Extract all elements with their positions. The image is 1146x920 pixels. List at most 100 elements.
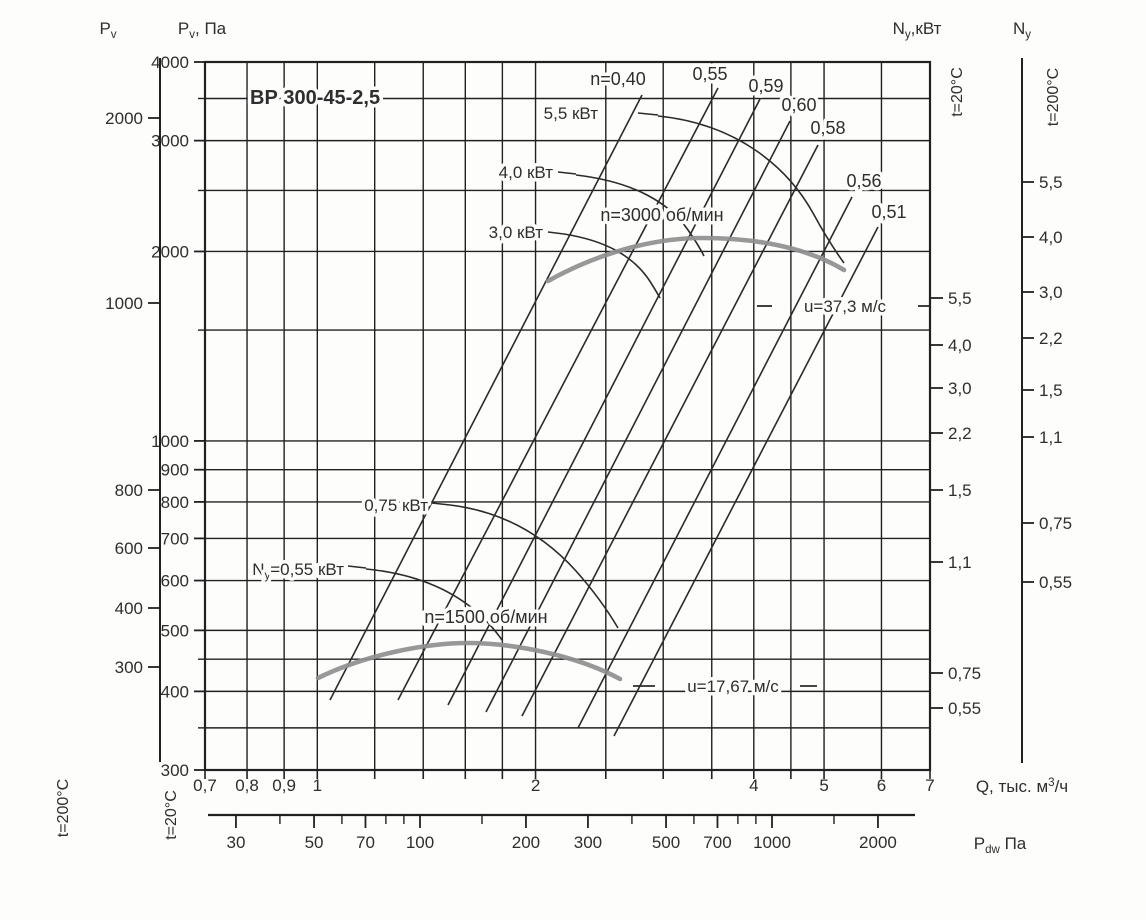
pv-tick-label: 900 bbox=[161, 461, 189, 480]
ny20-axis-title: Ny​,кВт bbox=[893, 19, 942, 41]
pdw-tick-label: 300 bbox=[574, 833, 602, 852]
power-curve bbox=[449, 504, 619, 629]
pv-tick-label: 3000 bbox=[151, 132, 189, 151]
ny200-tick-label: 4,0 bbox=[1039, 228, 1063, 247]
power-curve bbox=[563, 233, 661, 299]
pv-tick-label: 2000 bbox=[151, 242, 189, 261]
power-curve bbox=[657, 115, 845, 264]
temp-label-200c-top: t=200°C bbox=[1045, 68, 1062, 126]
efficiency-label: 0,51 bbox=[871, 202, 906, 222]
pv200-tick-label: 400 bbox=[115, 599, 143, 618]
ny200-tick-label: 1,5 bbox=[1039, 381, 1063, 400]
pv-tick-label: 700 bbox=[161, 529, 189, 548]
plot-border bbox=[203, 60, 932, 772]
efficiency-line bbox=[613, 226, 879, 737]
ny200-axis-title: Ny​ bbox=[1013, 19, 1031, 41]
power-label: 4,0 кВт bbox=[499, 163, 554, 182]
efficiency-line bbox=[397, 87, 719, 701]
chart-title: ВР 300-45-2,5 bbox=[250, 87, 380, 109]
pv-tick-label: 800 bbox=[161, 493, 189, 512]
q-tick-label: 7 bbox=[925, 776, 934, 795]
efficiency-line bbox=[447, 98, 761, 706]
temp-label-20c-top: t=20°C bbox=[949, 67, 966, 117]
power-curve bbox=[365, 568, 503, 641]
u-label: u=17,67 м/с bbox=[687, 677, 779, 696]
fan-curve-label: n=3000 об/мин bbox=[600, 205, 723, 225]
pv200-tick-label: 300 bbox=[115, 658, 143, 677]
temp-label-200c-bottom: t=200°C bbox=[55, 779, 72, 837]
pv-tick-label: 300 bbox=[161, 761, 189, 780]
power-curve-leader bbox=[557, 171, 577, 175]
efficiency-label: 0,55 bbox=[692, 64, 727, 84]
q-axis-title: Q, тыс. м3​/ч bbox=[976, 777, 1068, 796]
pv200-tick-label: 1000 bbox=[105, 294, 143, 313]
pv200-axis-title: Pv​ bbox=[99, 19, 116, 41]
pdw-tick-label: 200 bbox=[512, 833, 540, 852]
efficiency-label: 0,58 bbox=[810, 118, 845, 138]
pv-tick-label: 600 bbox=[161, 572, 189, 591]
power-curve-leader bbox=[637, 112, 659, 116]
pv-tick-label: 400 bbox=[161, 682, 189, 701]
efficiency-line bbox=[329, 94, 643, 701]
ny20-tick-label: 5,5 bbox=[948, 289, 972, 308]
power-label: 0,75 кВт bbox=[364, 496, 428, 515]
power-curve-leader bbox=[431, 502, 451, 506]
power-curve-leader bbox=[547, 231, 565, 235]
ny20-tick-label: 0,75 bbox=[948, 664, 981, 683]
ny200-tick-label: 2,2 bbox=[1039, 329, 1063, 348]
ny20-tick-label: 1,1 bbox=[948, 553, 972, 572]
pv-tick-label: 500 bbox=[161, 621, 189, 640]
pdw-tick-label: 2000 bbox=[859, 833, 897, 852]
efficiency-label: 0,56 bbox=[846, 171, 881, 191]
ny20-tick-label: 1,5 bbox=[948, 481, 972, 500]
power-label: 5,5 кВт bbox=[544, 104, 599, 123]
efficiency-label: 0,60 bbox=[781, 95, 816, 115]
efficiency-line bbox=[577, 196, 853, 729]
q-tick-label: 1 bbox=[313, 776, 322, 795]
efficiency-line bbox=[521, 144, 819, 717]
pdw-tick-label: 30 bbox=[226, 833, 245, 852]
q-tick-label: 4 bbox=[749, 776, 758, 795]
pv200-tick-label: 800 bbox=[115, 481, 143, 500]
pv-axis-title: Pv​, Па bbox=[178, 19, 227, 41]
ny200-tick-label: 5,5 bbox=[1039, 173, 1063, 192]
pdw-axis-title: Pdw​ Па bbox=[974, 834, 1027, 856]
q-tick-label: 5 bbox=[819, 776, 828, 795]
efficiency-line bbox=[485, 120, 791, 713]
ny20-tick-label: 0,55 bbox=[948, 699, 981, 718]
ny200-tick-label: 0,75 bbox=[1039, 514, 1072, 533]
efficiency-label: n=0,40 bbox=[590, 69, 646, 89]
efficiency-label: 0,59 bbox=[748, 76, 783, 96]
ny20-tick-label: 3,0 bbox=[948, 379, 972, 398]
u-label: u=37,3 м/с bbox=[804, 297, 887, 316]
q-tick-label: 6 bbox=[877, 776, 886, 795]
q-tick-label: 0,7 bbox=[193, 776, 217, 795]
pdw-tick-label: 100 bbox=[406, 833, 434, 852]
ny200-tick-label: 1,1 bbox=[1039, 428, 1063, 447]
power-curve-leader bbox=[347, 565, 367, 569]
power-curve bbox=[575, 174, 705, 257]
q-tick-label: 0,8 bbox=[235, 776, 259, 795]
ny20-tick-label: 4,0 bbox=[948, 336, 972, 355]
pdw-tick-label: 70 bbox=[356, 833, 375, 852]
power-label: 3,0 кВт bbox=[489, 223, 544, 242]
fan-curve-label: n=1500 об/мин bbox=[424, 607, 547, 627]
ny200-tick-label: 0,55 bbox=[1039, 573, 1072, 592]
pv-tick-label: 4000 bbox=[151, 53, 189, 72]
fan-curve bbox=[315, 640, 623, 682]
power-label: Ny​=0,55 кВт bbox=[252, 560, 344, 582]
pdw-tick-label: 700 bbox=[703, 833, 731, 852]
ny20-tick-label: 2,2 bbox=[948, 424, 972, 443]
pdw-tick-label: 500 bbox=[652, 833, 680, 852]
pv-tick-label: 1000 bbox=[151, 432, 189, 451]
ny200-tick-label: 3,0 bbox=[1039, 283, 1063, 302]
q-tick-label: 2 bbox=[531, 776, 540, 795]
pv200-tick-label: 2000 bbox=[105, 109, 143, 128]
q-tick-label: 0,9 bbox=[272, 776, 296, 795]
pdw-tick-label: 50 bbox=[305, 833, 324, 852]
temp-label-20c-bottom: t=20°C bbox=[163, 790, 180, 840]
pv200-tick-label: 600 bbox=[115, 539, 143, 558]
